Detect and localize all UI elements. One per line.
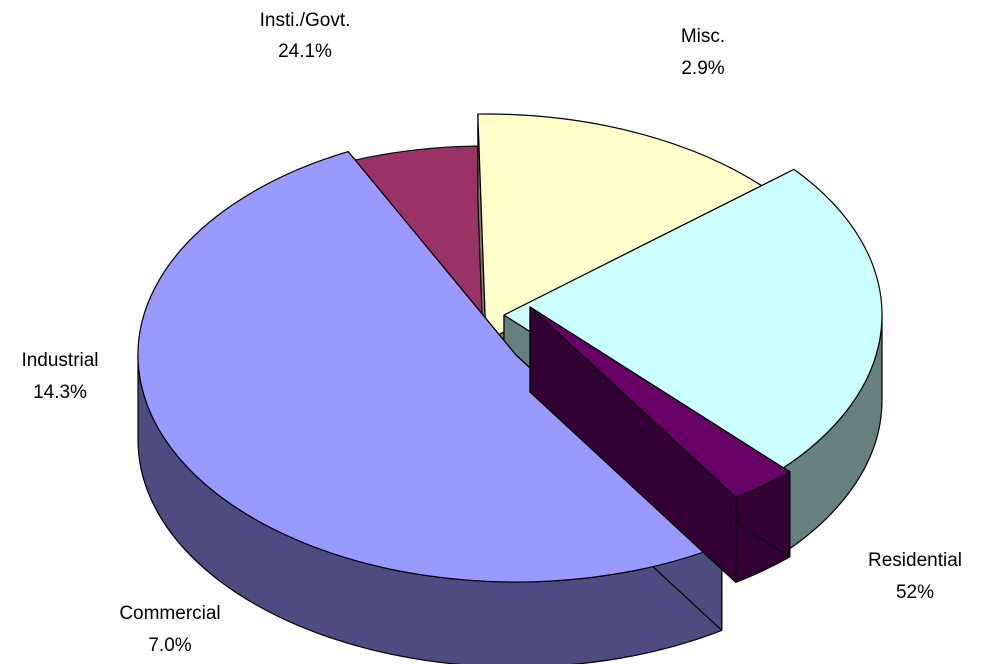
slice-industrial-top — [477, 113, 777, 342]
pie-slices — [137, 113, 883, 664]
slice-misc — [529, 306, 791, 583]
slice-insti-govt-top — [503, 168, 883, 481]
label-residential-name: Residential — [868, 550, 962, 571]
label-residential-value: 52% — [896, 582, 934, 603]
label-industrial-value: 14.3% — [33, 382, 87, 403]
slice-residential-top — [137, 151, 723, 583]
label-industrial-name: Industrial — [21, 350, 98, 371]
label-commercial-name: Commercial — [119, 603, 220, 624]
label-insti-govt-value: 24.1% — [278, 41, 332, 62]
label-commercial-value: 7.0% — [148, 635, 191, 656]
slice-misc-top — [529, 306, 791, 498]
label-misc-value: 2.9% — [681, 58, 724, 79]
label-insti-govt-name: Insti./Govt. — [260, 10, 351, 31]
label-misc-name: Misc. — [681, 26, 725, 47]
